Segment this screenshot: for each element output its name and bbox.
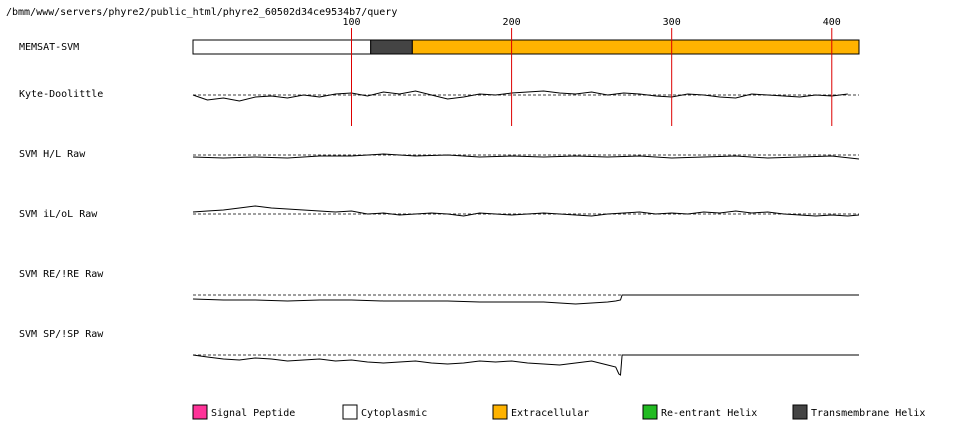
header-path: /bmm/www/servers/phyre2/public_html/phyr… [6,7,397,18]
track-label: MEMSAT-SVM [19,42,79,53]
track-label: SVM H/L Raw [19,149,86,160]
track-labels: MEMSAT-SVM Kyte-Doolittle SVM H/L Raw SVM i… [19,42,104,340]
legend-label: Cytoplasmic [361,408,427,419]
legend-swatch [792,404,808,420]
topology-bar [192,39,860,55]
track-label: SVM SP/!SP Raw [19,329,104,340]
x-tick-labels: 100 200 300 400 [342,17,840,28]
legend-swatch [642,404,658,420]
legend-label: Transmembrane Helix [811,408,925,419]
x-tick-label: 100 [342,17,360,28]
topology-segment [370,39,413,55]
legend-label: Extracellular [511,408,589,419]
track-label: Kyte-Doolittle [19,89,103,100]
legend: Signal Peptide Cytoplasmic Extracellular Re… [192,404,925,420]
x-tick-lines [350,28,833,126]
legend-swatch [492,404,508,420]
legend-swatch [342,404,358,420]
profile-line-svm_hl [192,153,860,160]
profile-line-svm_sp [192,354,859,376]
legend-label: Re-entrant Helix [661,408,757,419]
track-label: SVM iL/oL Raw [19,209,98,220]
profile-line-svm_re [192,294,859,305]
legend-swatch [192,404,208,420]
topology-segment [192,39,372,55]
legend-label: Signal Peptide [211,408,295,419]
x-tick-label: 400 [823,17,841,28]
track-label: SVM RE/!RE Raw [19,269,104,280]
profile-line-svm_il_ol [192,205,860,217]
profile-line-kyte_doolittle [192,90,848,102]
x-tick-label: 200 [503,17,521,28]
x-tick-label: 300 [663,17,681,28]
profile-traces [192,90,860,376]
topology-segment [411,39,860,55]
